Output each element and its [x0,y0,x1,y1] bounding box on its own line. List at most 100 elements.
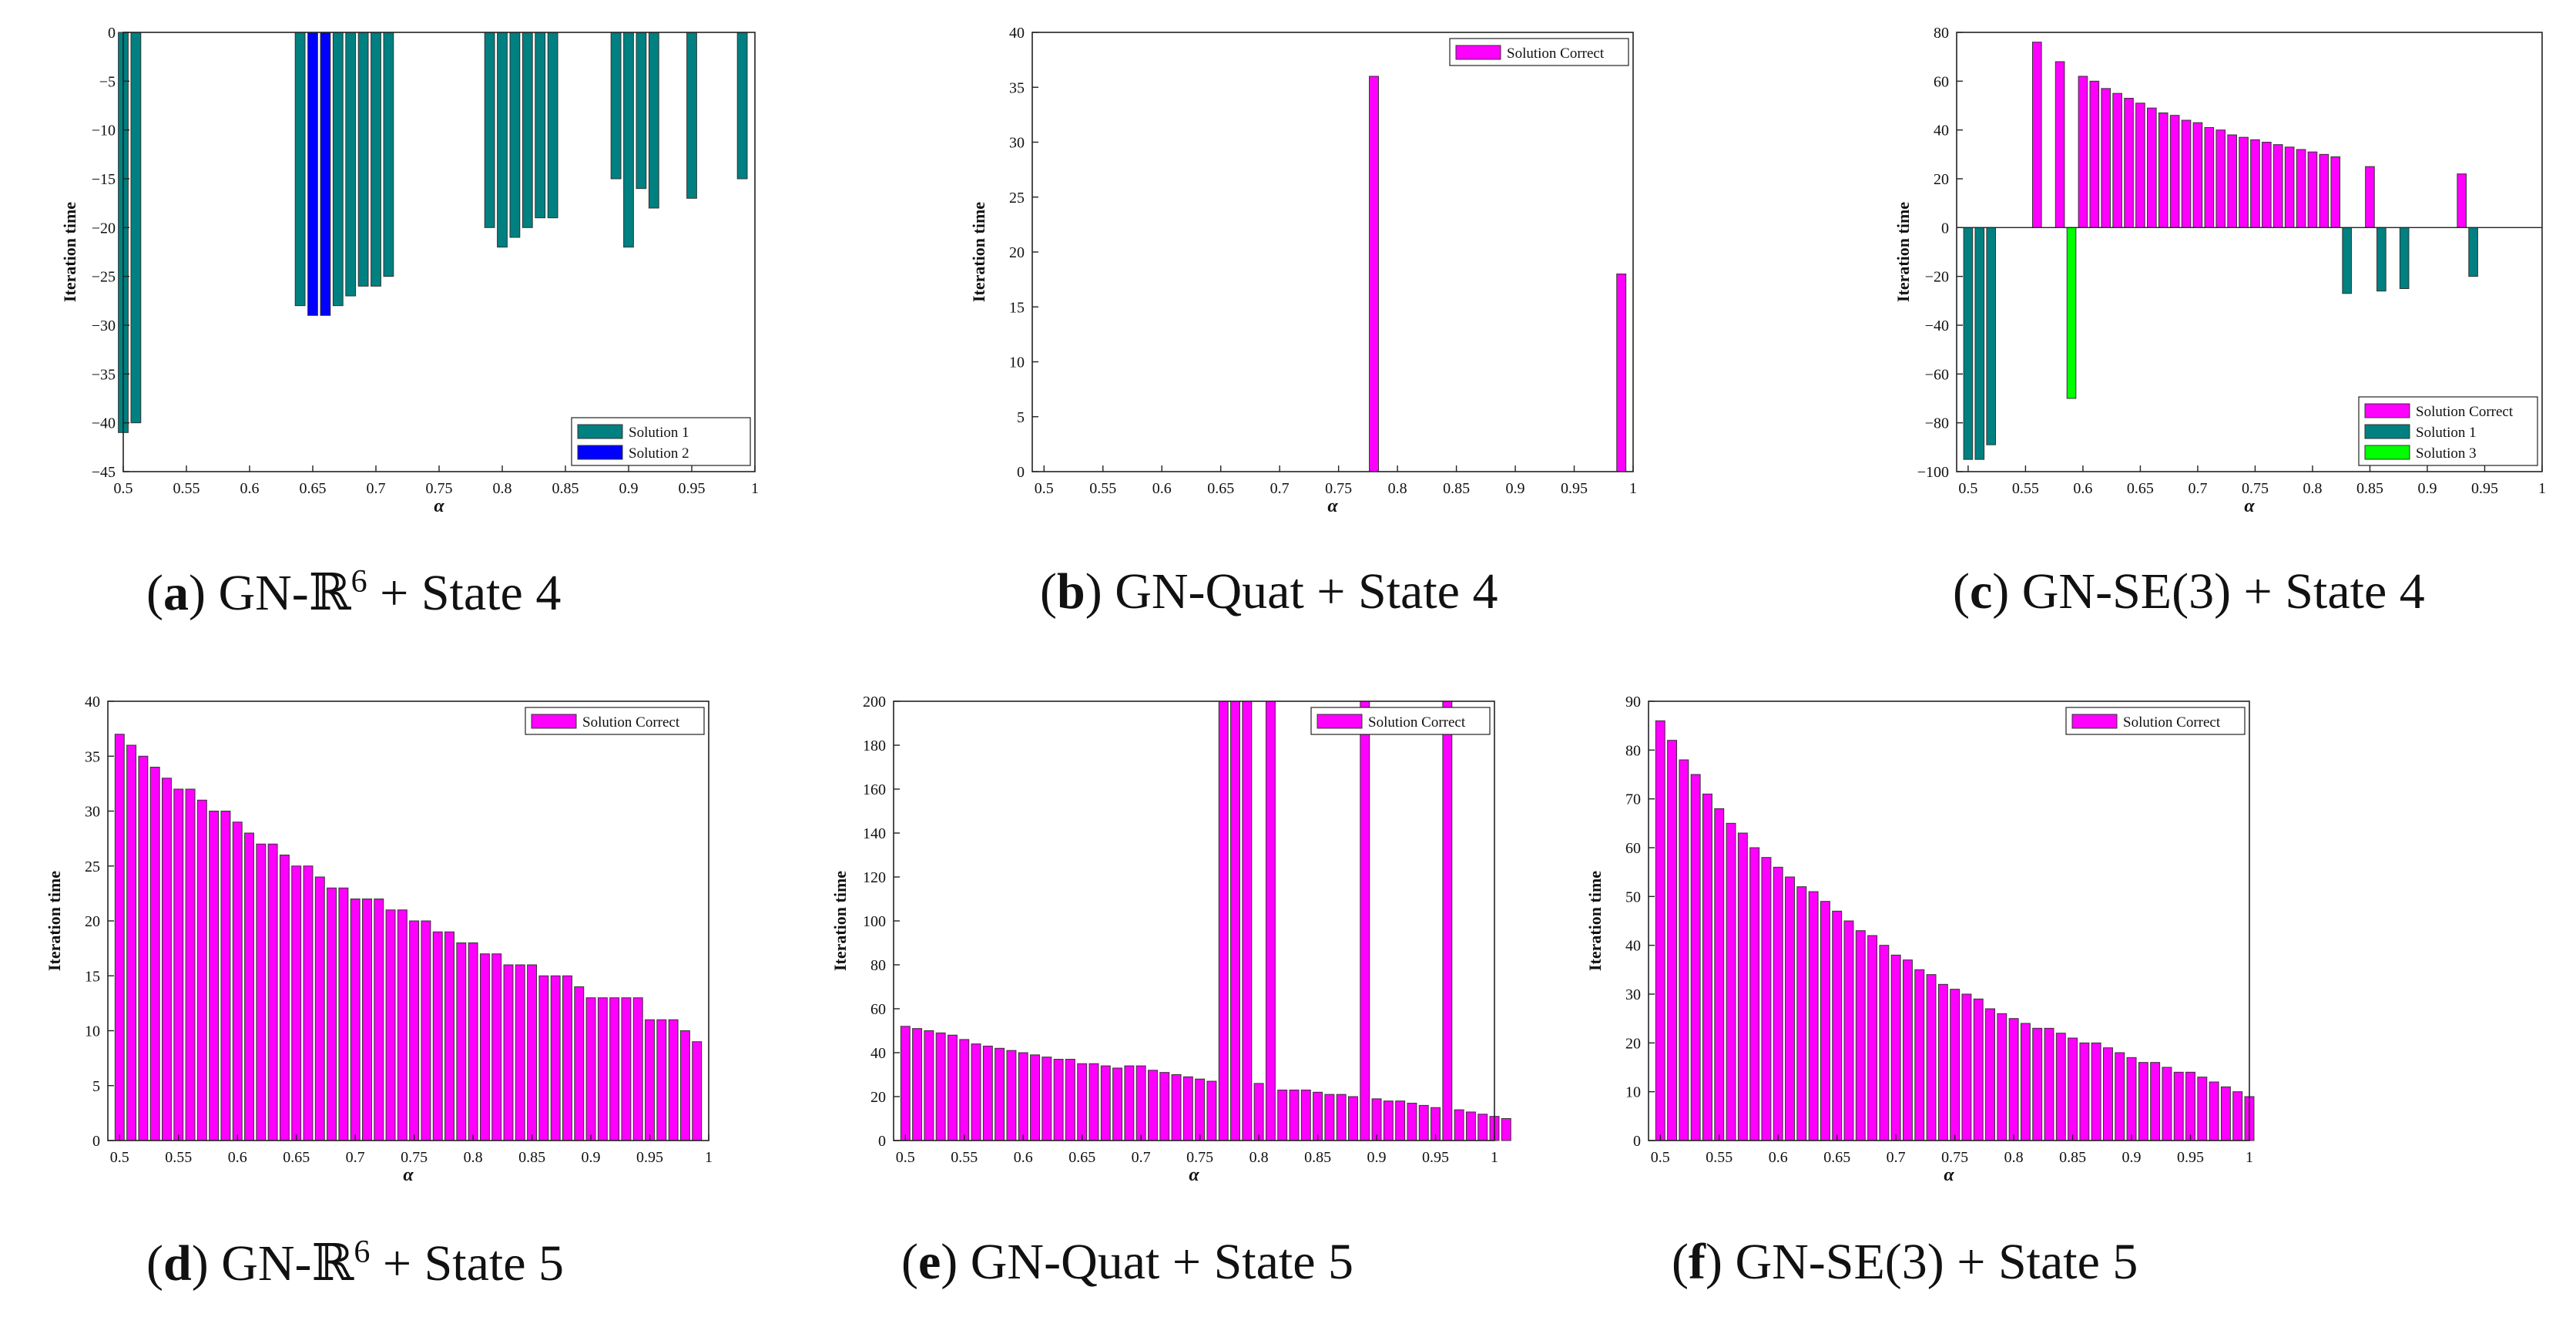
bar-d-42 [609,997,620,1141]
bar-d-44 [632,997,643,1141]
bar-f-10 [1773,866,1783,1141]
bar-a-18 [636,32,647,190]
bar-c-20 [2239,136,2249,228]
bar-a-13 [522,32,533,228]
plot-frame-c [1956,32,2543,472]
xtick-label-f-9: 0.95 [2177,1149,2204,1166]
caption-open-paren: ( [1040,563,1057,620]
bar-c-27 [2319,153,2329,228]
legend-swatch-c-0 [2364,403,2410,418]
bar-c-5 [2066,227,2077,399]
bar-f-44 [2173,1071,2184,1141]
xtick-label-b-3: 0.65 [1207,480,1234,497]
ytick-label-d-1: 5 [92,1078,100,1095]
ytick-label-b-3: 15 [1009,299,1025,316]
caption-open-paren: ( [901,1234,918,1290]
ylabel-d: Iteration time [45,871,64,971]
bar-f-4 [1702,793,1712,1141]
bar-e-29 [1242,700,1253,1141]
ytick-label-d-8: 40 [85,694,100,711]
ytick-label-f-0: 0 [1633,1133,1641,1150]
bar-c-28 [2330,156,2341,228]
panel-e: 0.5 0.55 0.6 0.65 0.7 0.75 0.8 0.85 0.9 0.95 1 0 20 4… [817,686,1556,1295]
bar-d-47 [668,1019,679,1141]
xtick-label-b-10: 1 [1629,480,1637,497]
bar-f-16 [1843,920,1854,1141]
bar-c-22 [2262,142,2272,228]
xtick-label-a-3: 0.65 [300,480,327,497]
xtick-label-d-10: 1 [705,1149,713,1166]
ytick-label-e-0: 0 [878,1133,886,1150]
bar-e-27 [1218,700,1229,1141]
xtick-label-c-1: 0.55 [2012,480,2039,497]
bar-a-14 [535,32,546,219]
xtick-label-e-6: 0.8 [1249,1149,1269,1166]
bar-d-17 [314,876,325,1141]
bar-d-32 [491,953,502,1141]
xtick-label-a-7: 0.85 [552,480,579,497]
caption-superscript: 6 [354,1235,371,1270]
caption-label: a [163,565,189,621]
bar-b-0 [1369,76,1379,472]
bar-a-15 [547,32,558,219]
bar-f-0 [1655,720,1665,1141]
bar-e-17 [1100,1065,1111,1141]
bar-d-22 [374,899,384,1141]
bar-f-25 [1950,989,1961,1141]
bar-a-2 [294,32,306,307]
bar-e-43 [1407,1103,1417,1141]
xlabel-c: α [2244,496,2255,516]
xtick-label-d-7: 0.85 [518,1149,545,1166]
caption-close-paren: ) [191,1235,222,1292]
bar-d-40 [585,997,596,1141]
bar-f-22 [1914,969,1925,1141]
bar-f-26 [1961,993,1972,1141]
bar-a-12 [509,32,521,238]
ytick-label-c-6: −40 [1925,317,1949,334]
ytick-label-b-8: 40 [1009,25,1025,42]
xtick-label-e-1: 0.55 [951,1149,978,1166]
ytick-label-e-9: 180 [863,737,886,754]
ytick-label-a-2: −10 [92,123,116,139]
ytick-label-f-4: 40 [1625,938,1641,955]
xtick-label-e-8: 0.9 [1367,1149,1387,1166]
legend-label-f-0: Solution Correct [2123,714,2221,731]
ylabel-f: Iteration time [1585,871,1605,971]
ytick-label-b-1: 5 [1017,409,1025,426]
xtick-label-a-6: 0.8 [493,480,512,497]
xtick-label-f-3: 0.65 [1823,1149,1850,1166]
bar-d-26 [421,920,431,1141]
ytick-label-a-3: −15 [92,171,116,188]
chart-svg-c: 0.5 0.55 0.6 0.65 0.7 0.75 0.8 0.85 0.9 0.95 1 80 60… [1893,25,2546,516]
ytick-label-e-8: 160 [863,781,886,798]
legend-swatch-d-0 [531,714,577,729]
xtick-label-a-5: 0.75 [426,480,453,497]
bar-f-33 [2044,1027,2054,1141]
bar-d-36 [538,975,549,1141]
bar-d-20 [350,899,361,1141]
bar-e-35 [1313,1091,1323,1141]
ytick-label-b-4: 20 [1009,244,1025,261]
xtick-label-d-9: 0.95 [636,1149,663,1166]
caption-label: b [1056,563,1085,620]
ytick-label-f-3: 30 [1625,986,1641,1003]
bar-f-40 [2126,1057,2137,1141]
legend-swatch-a-1 [577,445,623,460]
bar-a-19 [648,32,659,209]
legend-label-c-1: Solution 1 [2416,425,2477,441]
panel-a: 0.5 0.55 0.6 0.65 0.7 0.75 0.8 0.85 0.9 0.95 1 0 −5 −… [46,15,786,624]
bar-f-14 [1820,901,1830,1141]
plot-frame-f [1648,700,2250,1141]
bar-d-4 [162,778,172,1141]
ytick-label-e-1: 20 [870,1089,886,1106]
bar-e-38 [1348,1096,1358,1141]
bar-c-18 [2215,129,2226,228]
bar-e-36 [1324,1094,1335,1141]
caption-text: GN-SE(3) + State 5 [1735,1234,2138,1290]
caption-close-paren: ) [188,565,219,621]
caption-b: (b) GN-Quat + State 4 [1040,563,1498,621]
xtick-label-e-9: 0.95 [1422,1149,1449,1166]
xtick-label-d-0: 0.5 [110,1149,129,1166]
xtick-label-c-8: 0.9 [2417,480,2437,497]
chart-svg-e: 0.5 0.55 0.6 0.65 0.7 0.75 0.8 0.85 0.9 0.95 1 0 20 4… [830,694,1511,1185]
